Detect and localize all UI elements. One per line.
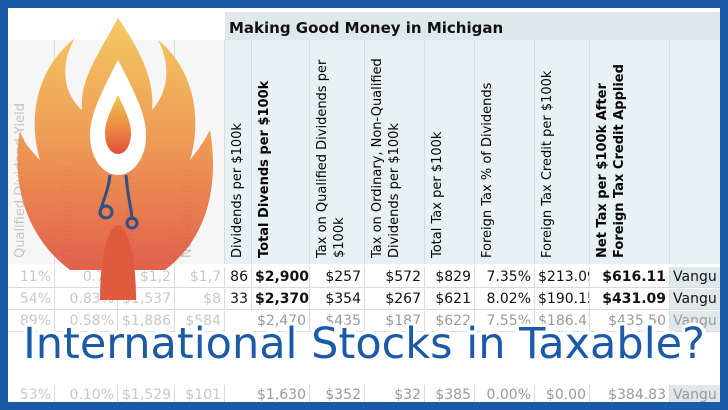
column-header: Total Divends per $100k xyxy=(252,40,310,264)
table-cell: $1,7 xyxy=(175,267,225,288)
table-cell: $8 xyxy=(175,289,225,310)
table-cell: 89% xyxy=(8,311,55,332)
column-header: Total Tax per $100k xyxy=(425,40,475,264)
table-cell: $621 xyxy=(425,289,475,310)
table-cell: 8.02% xyxy=(475,289,535,310)
table-cell: Vangu xyxy=(670,267,728,288)
column-header: Dividends per $100k xyxy=(225,40,252,264)
table-cell: 7.55% xyxy=(475,311,535,332)
table-cell: $616.11 xyxy=(590,267,670,288)
table-cell: 33 xyxy=(225,289,252,310)
table-cell: $2,470 xyxy=(252,311,310,332)
table-cell: Vangu xyxy=(670,311,728,332)
table-cell: $213.09 xyxy=(535,267,590,288)
table-cell: 86 xyxy=(225,267,252,288)
table-cell: $2,900 xyxy=(252,267,310,288)
column-header: Tax on Qualified Dividends per $100k xyxy=(310,40,365,264)
column-header: Foreign Tax Credit per $100k xyxy=(535,40,590,264)
table-cell: $435 xyxy=(310,311,365,332)
sheet-title: Making Good Money in Michigan xyxy=(225,12,728,40)
table-cell: $431.09 xyxy=(590,289,670,310)
table-cell: $2,370 xyxy=(252,289,310,310)
column-header: Net Tax per $100k After Foreign Tax Cred… xyxy=(590,40,670,264)
table-cell: $354 xyxy=(310,289,365,310)
table-cell: 7.35% xyxy=(475,267,535,288)
column-header: Tax on Ordinary, Non-Qualified Dividends… xyxy=(365,40,425,264)
table-cell: $584 xyxy=(175,311,225,332)
table-cell: $1,886 xyxy=(118,311,175,332)
table-cell: $187 xyxy=(365,311,425,332)
table-cell: $572 xyxy=(365,267,425,288)
table-cell: $257 xyxy=(310,267,365,288)
table-cell: $190.15 xyxy=(535,289,590,310)
overlay-title: International Stocks in Taxable? xyxy=(23,319,705,369)
table-cell: 11% xyxy=(8,267,55,288)
column-header: Foreign Tax % of Dividends xyxy=(475,40,535,264)
table-cell: $829 xyxy=(425,267,475,288)
table-cell: $622 xyxy=(425,311,475,332)
logo xyxy=(17,18,213,300)
table-cell: $186.41 xyxy=(535,311,590,332)
table-cell: 0.58% xyxy=(55,311,118,332)
table-cell: $267 xyxy=(365,289,425,310)
table-cell: Vangu xyxy=(670,289,728,310)
column-header xyxy=(670,40,728,264)
table-cell: 54% xyxy=(8,289,55,310)
table-cell: $1,2 xyxy=(118,267,175,288)
table-cell: $435.50 xyxy=(590,311,670,332)
